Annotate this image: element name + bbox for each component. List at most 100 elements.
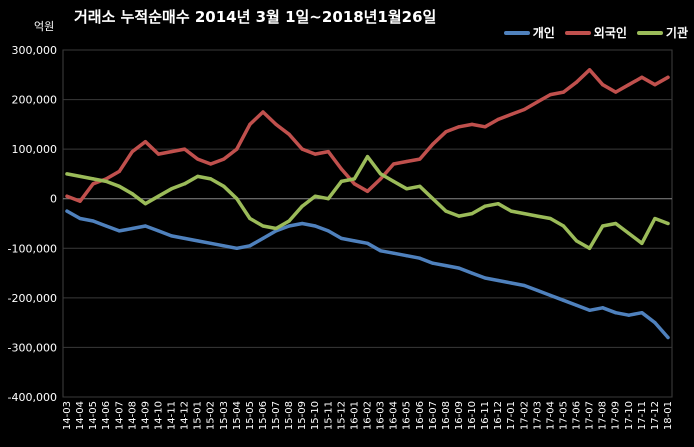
data-point bbox=[182, 182, 187, 186]
x-tick-label: 15-07 bbox=[271, 401, 282, 430]
x-tick-label: 17-04 bbox=[545, 401, 556, 430]
x-tick-label: 14-04 bbox=[75, 401, 86, 430]
data-point bbox=[405, 159, 409, 164]
x-tick-label: 15-05 bbox=[245, 401, 256, 430]
data-point bbox=[431, 261, 435, 265]
data-point bbox=[339, 167, 343, 171]
data-point bbox=[470, 122, 474, 126]
data-point bbox=[392, 162, 396, 166]
data-point bbox=[65, 209, 69, 213]
x-tick-label: 16-09 bbox=[454, 401, 465, 430]
legend-swatch-foreign bbox=[564, 30, 591, 35]
data-point bbox=[653, 216, 657, 221]
x-tick-label: 16-02 bbox=[363, 401, 374, 430]
data-point bbox=[130, 150, 134, 154]
data-point bbox=[196, 157, 200, 161]
data-point bbox=[209, 177, 213, 181]
x-tick-label: 16-12 bbox=[493, 401, 504, 430]
data-point bbox=[313, 194, 317, 198]
data-point bbox=[365, 154, 370, 159]
data-point bbox=[248, 216, 252, 221]
data-point bbox=[222, 157, 226, 161]
data-point bbox=[196, 174, 200, 179]
legend-label-foreign: 외국인 bbox=[593, 26, 627, 40]
data-point bbox=[287, 132, 291, 136]
data-point bbox=[392, 179, 396, 183]
data-point bbox=[143, 140, 147, 144]
x-tick-label: 16-06 bbox=[415, 401, 426, 430]
x-tick-label: 14-05 bbox=[88, 401, 99, 430]
data-point bbox=[117, 229, 121, 233]
x-tick-label: 14-08 bbox=[127, 401, 138, 430]
data-point bbox=[640, 311, 644, 315]
data-point bbox=[470, 211, 474, 216]
data-point bbox=[457, 266, 461, 270]
data-point bbox=[496, 278, 500, 283]
data-point bbox=[339, 236, 343, 240]
data-point bbox=[365, 241, 370, 245]
x-tick-label: 15-03 bbox=[219, 401, 230, 430]
data-point bbox=[300, 204, 304, 208]
x-tick-label: 15-02 bbox=[206, 401, 217, 430]
data-point bbox=[444, 209, 448, 213]
data-point bbox=[339, 179, 343, 183]
legend-item-foreign: 외국인 bbox=[564, 24, 627, 41]
data-point bbox=[457, 125, 461, 129]
x-tick-label: 14-06 bbox=[101, 401, 112, 430]
y-tick-label: 100,000 bbox=[12, 143, 58, 156]
y-tick-label: -100,000 bbox=[8, 242, 57, 255]
data-point bbox=[548, 293, 553, 297]
y-tick-label: -200,000 bbox=[8, 292, 57, 305]
data-point bbox=[352, 177, 357, 181]
x-tick-label: 16-03 bbox=[376, 401, 387, 430]
data-point bbox=[548, 216, 553, 221]
x-tick-label: 17-09 bbox=[611, 401, 622, 430]
data-point bbox=[522, 107, 526, 112]
x-tick-label: 14-03 bbox=[62, 401, 73, 430]
x-tick-label: 16-07 bbox=[428, 401, 439, 430]
data-point bbox=[248, 244, 252, 248]
x-tick-label: 15-09 bbox=[297, 401, 308, 430]
data-point bbox=[274, 226, 278, 231]
data-point bbox=[601, 83, 605, 87]
data-point bbox=[261, 224, 265, 228]
data-point bbox=[117, 169, 121, 174]
data-point bbox=[65, 172, 69, 176]
data-point bbox=[640, 75, 644, 79]
data-point bbox=[300, 221, 304, 226]
data-point bbox=[561, 224, 566, 228]
data-point bbox=[235, 246, 239, 250]
x-tick-label: 17-01 bbox=[506, 401, 517, 430]
x-tick-label: 15-06 bbox=[258, 401, 269, 430]
data-point bbox=[431, 197, 435, 201]
x-tick-label: 17-08 bbox=[598, 401, 609, 430]
data-point bbox=[378, 249, 383, 253]
data-point bbox=[196, 239, 200, 243]
x-tick-label: 15-11 bbox=[323, 401, 334, 430]
x-tick-label: 16-01 bbox=[349, 401, 360, 430]
data-point bbox=[222, 244, 226, 248]
data-point bbox=[574, 239, 579, 243]
data-point bbox=[548, 93, 553, 97]
data-point bbox=[574, 303, 579, 307]
data-point bbox=[352, 239, 357, 243]
data-point bbox=[378, 177, 383, 181]
y-tick-label: 0 bbox=[50, 193, 57, 206]
data-point bbox=[91, 182, 95, 186]
x-tick-label: 15-04 bbox=[232, 401, 243, 430]
legend: 개인 외국인 기관 bbox=[503, 24, 688, 41]
x-tick-label: 17-11 bbox=[637, 401, 648, 430]
data-point bbox=[588, 246, 592, 250]
data-point bbox=[274, 122, 278, 126]
legend-swatch-institution bbox=[636, 30, 663, 35]
data-point bbox=[614, 90, 618, 94]
data-point bbox=[392, 251, 396, 255]
x-tick-label: 16-05 bbox=[402, 401, 413, 430]
data-point bbox=[248, 122, 252, 126]
data-point bbox=[169, 150, 174, 154]
data-point bbox=[117, 184, 121, 188]
data-point bbox=[522, 283, 526, 288]
data-point bbox=[627, 231, 631, 236]
legend-swatch-individual bbox=[503, 30, 530, 35]
